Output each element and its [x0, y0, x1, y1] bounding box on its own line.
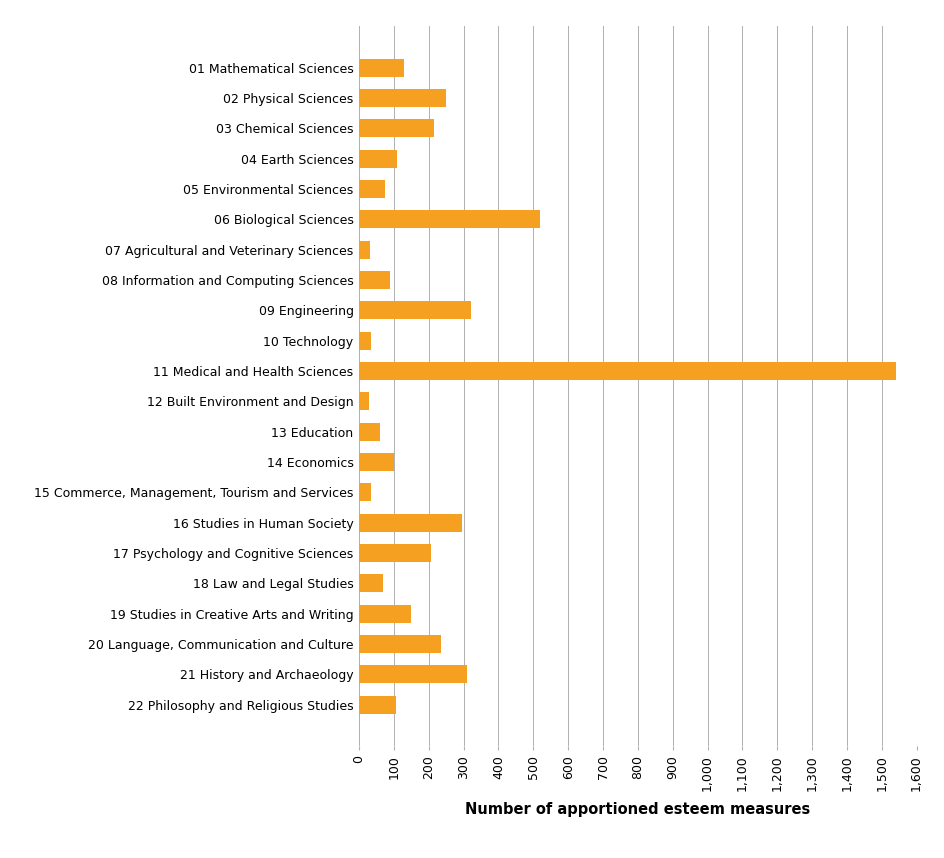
Bar [359, 513, 462, 532]
Bar [359, 635, 441, 653]
Bar [359, 544, 430, 562]
Bar [359, 574, 383, 592]
Bar [359, 58, 404, 76]
Bar [359, 453, 394, 471]
Bar [359, 149, 397, 167]
Bar [359, 89, 446, 107]
Bar [359, 331, 371, 350]
Bar [359, 362, 895, 380]
Bar [359, 422, 379, 441]
Bar [359, 696, 396, 714]
Bar [359, 301, 470, 319]
Bar [359, 180, 385, 198]
X-axis label: Number of apportioned esteem measures: Number of apportioned esteem measures [464, 802, 810, 818]
Bar [359, 119, 433, 137]
Bar [359, 605, 411, 623]
Bar [359, 665, 466, 683]
Bar [359, 210, 540, 228]
Bar [359, 483, 371, 501]
Bar [359, 392, 368, 410]
Bar [359, 240, 369, 259]
Bar [359, 271, 390, 289]
